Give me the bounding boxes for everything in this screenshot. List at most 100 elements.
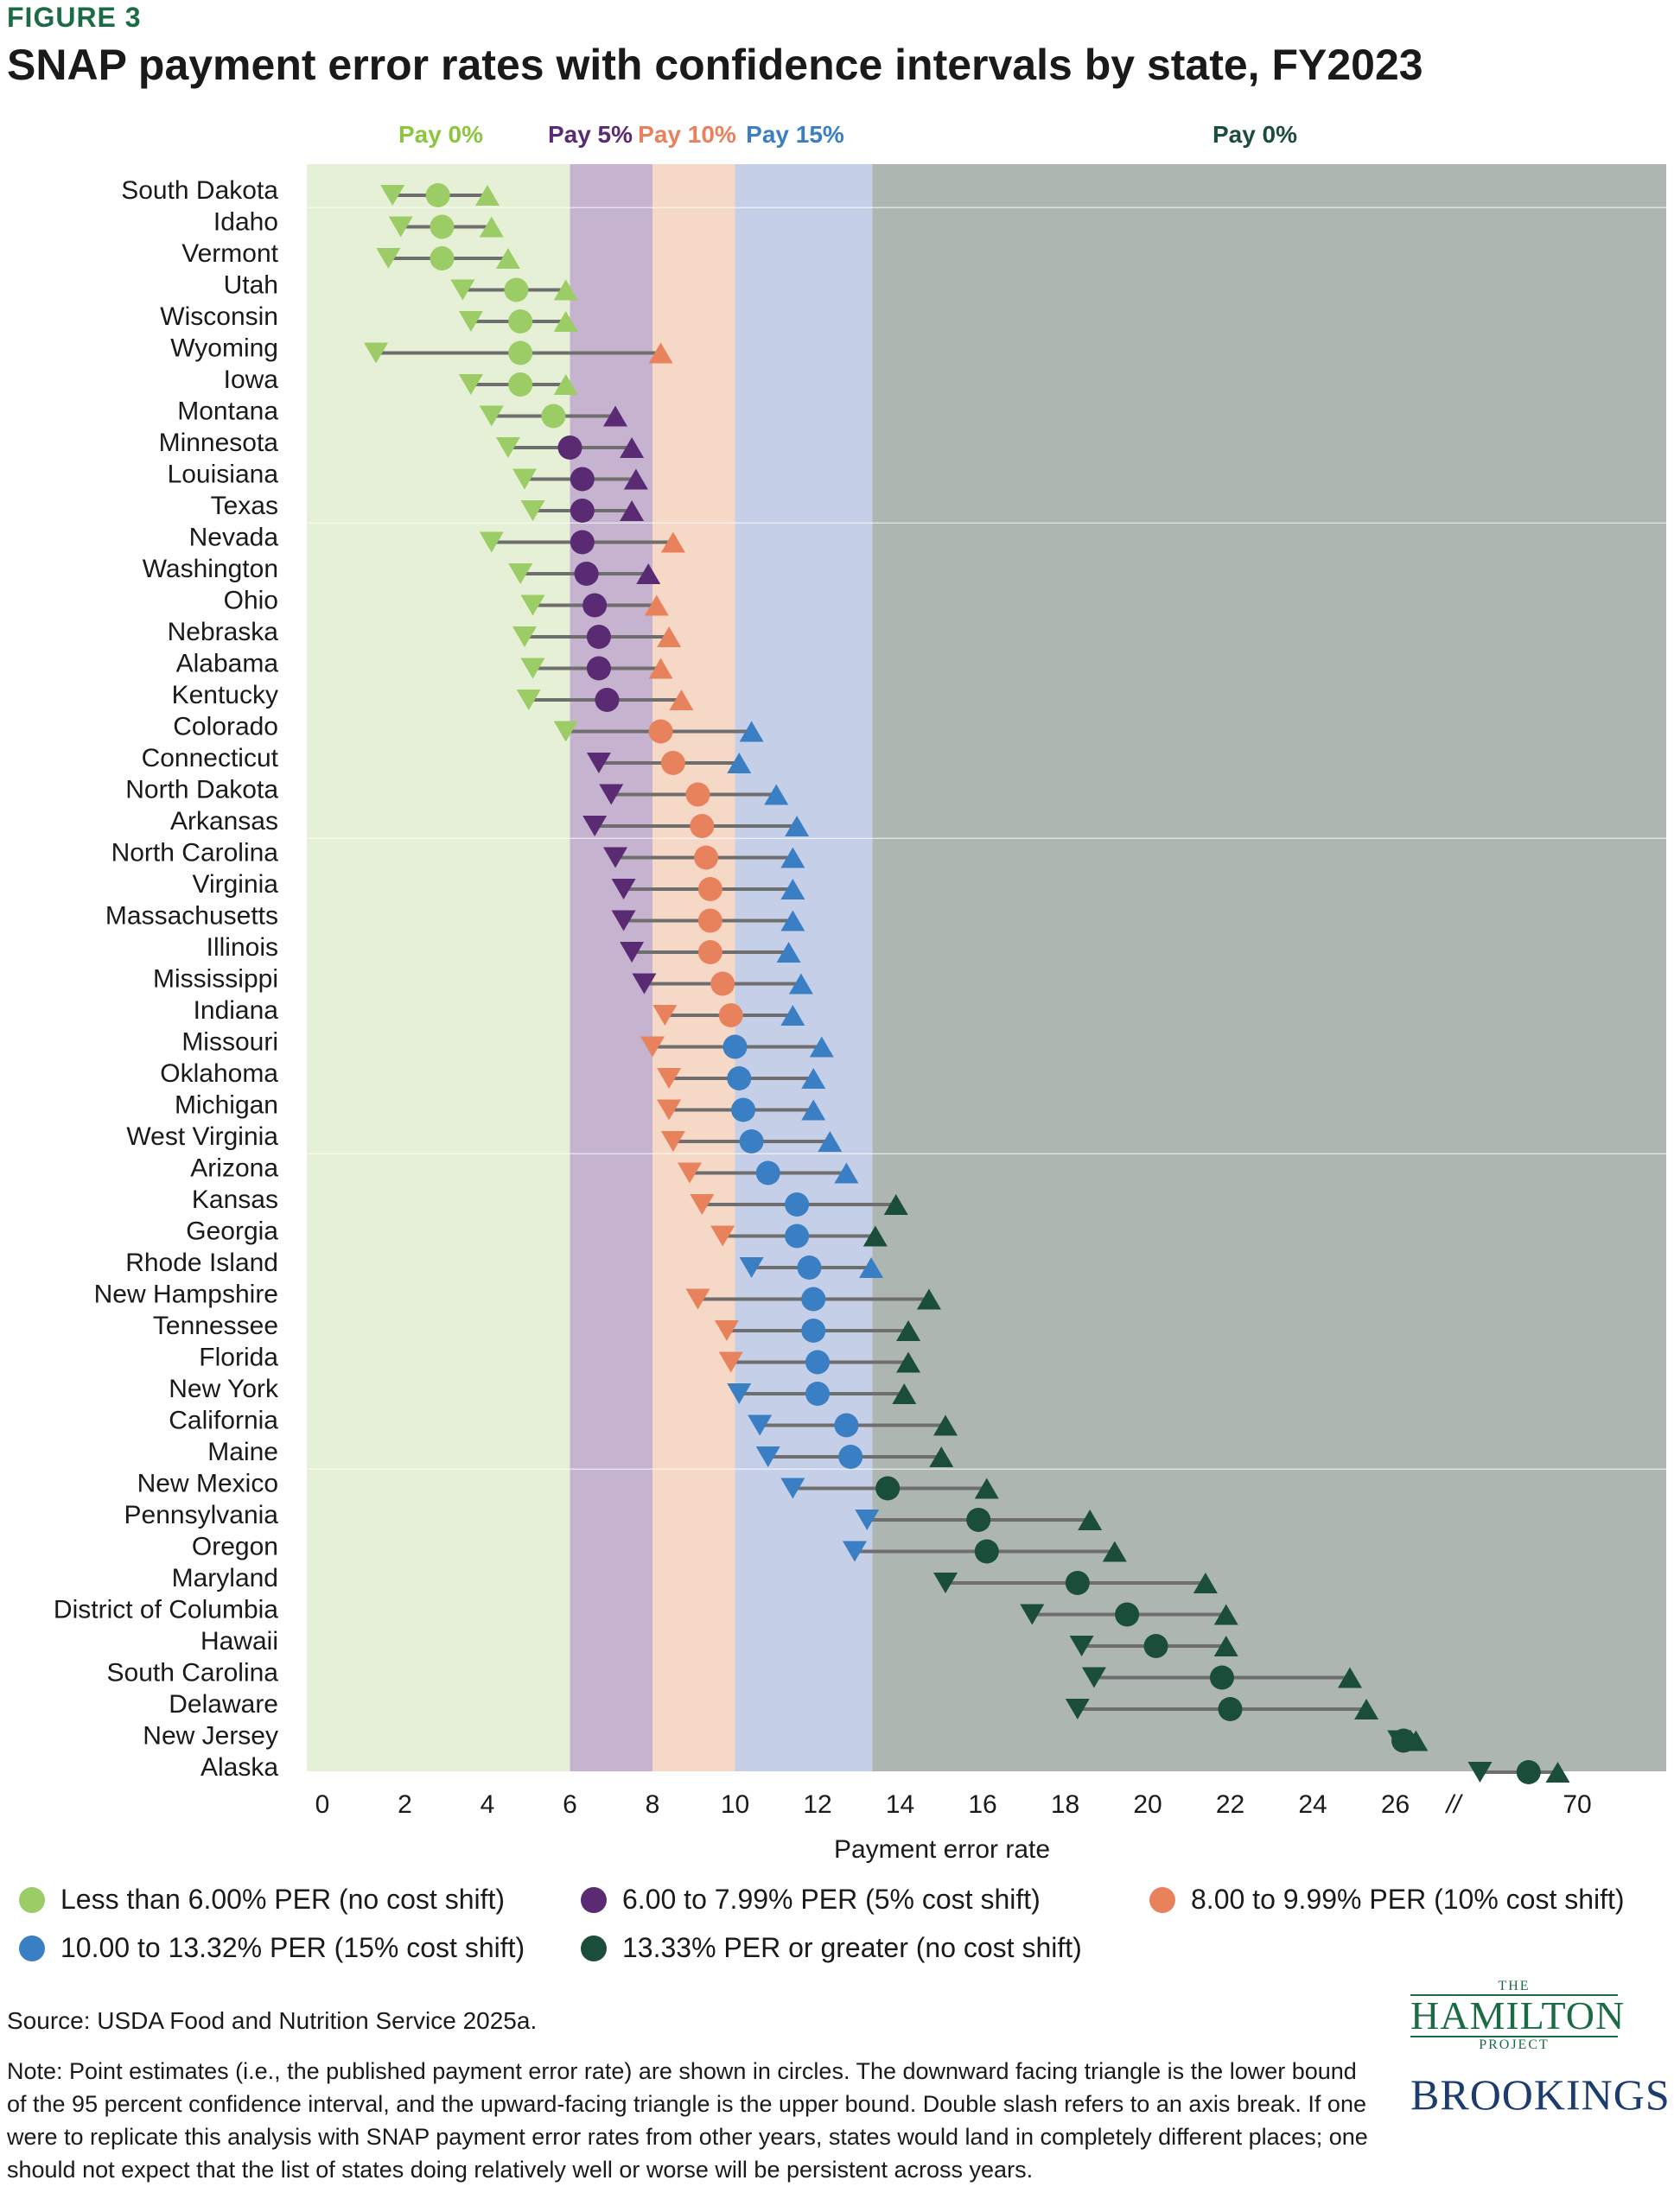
point-estimate-marker xyxy=(1143,1634,1168,1658)
point-estimate-marker xyxy=(710,971,735,996)
logo-hamilton: HAMILTON xyxy=(1410,1993,1626,2037)
state-label: Kansas xyxy=(192,1185,278,1214)
point-estimate-marker xyxy=(690,814,715,838)
band-0 xyxy=(307,164,570,1771)
point-estimate-marker xyxy=(425,183,450,207)
point-estimate-marker xyxy=(570,499,595,523)
lower-bound-marker xyxy=(933,1573,958,1593)
lower-bound-marker xyxy=(520,658,545,679)
upper-bound-marker xyxy=(636,563,661,584)
point-estimate-marker xyxy=(430,214,455,239)
x-tick-label: 22 xyxy=(1216,1790,1244,1819)
state-label: West Virginia xyxy=(126,1122,278,1151)
point-estimate-marker xyxy=(697,908,722,933)
lower-bound-marker xyxy=(714,1320,739,1341)
state-label: Connecticut xyxy=(142,744,279,772)
axis-break: // xyxy=(1445,1790,1463,1819)
upper-bound-marker xyxy=(883,1194,908,1215)
upper-bound-marker xyxy=(916,1288,941,1310)
band-label-2: Pay 10% xyxy=(638,121,736,148)
legend-swatch-fifteen xyxy=(19,1935,45,1961)
state-label: Washington xyxy=(143,555,278,583)
state-label: Maine xyxy=(207,1438,278,1466)
upper-bound-marker xyxy=(785,816,810,836)
chart-title: SNAP payment error rates with confidence… xyxy=(7,41,1423,89)
band-3 xyxy=(735,164,873,1771)
legend-item-high: 13.33% PER or greater (no cost shift) xyxy=(581,1932,1082,1964)
lower-bound-marker xyxy=(755,1446,780,1467)
upper-bound-marker xyxy=(620,437,645,458)
state-label: Arizona xyxy=(190,1154,278,1183)
legend-swatch-low xyxy=(19,1886,45,1913)
state-label: Vermont xyxy=(181,239,278,268)
lower-bound-marker xyxy=(479,531,504,553)
state-label: Hawaii xyxy=(200,1627,278,1656)
lower-bound-marker xyxy=(380,185,405,206)
lower-bound-marker xyxy=(508,563,533,584)
point-estimate-marker xyxy=(694,845,719,870)
lower-bound-marker xyxy=(479,405,504,427)
band-label-0: Pay 0% xyxy=(398,121,483,148)
legend-swatch-high xyxy=(581,1935,607,1961)
state-label: Mississippi xyxy=(153,965,278,994)
lower-bound-marker xyxy=(495,437,520,458)
lower-bound-marker xyxy=(718,1351,743,1373)
x-tick-label: 2 xyxy=(398,1790,412,1819)
state-label: Louisiana xyxy=(168,461,279,489)
logo-project: PROJECT xyxy=(1479,2037,1550,2052)
band-label-1: Pay 5% xyxy=(548,121,633,148)
band-1 xyxy=(570,164,652,1771)
x-tick-label: 70 xyxy=(1563,1790,1591,1819)
upper-bound-marker xyxy=(553,311,578,332)
lower-bound-marker xyxy=(611,879,636,899)
point-estimate-marker xyxy=(508,340,533,365)
lower-bound-marker xyxy=(1020,1604,1045,1625)
state-label: Arkansas xyxy=(170,807,278,836)
state-label: Alaska xyxy=(200,1753,278,1782)
upper-bound-marker xyxy=(620,500,645,521)
legend-item-fifteen: 10.00 to 13.32% PER (15% cost shift) xyxy=(19,1932,525,1964)
upper-bound-marker xyxy=(780,847,805,868)
legend-label-five: 6.00 to 7.99% PER (5% cost shift) xyxy=(622,1884,1041,1915)
point-estimate-marker xyxy=(875,1476,901,1501)
upper-bound-marker xyxy=(834,1162,859,1184)
lower-bound-marker xyxy=(632,973,657,995)
point-estimate-marker xyxy=(731,1097,756,1122)
point-estimate-marker xyxy=(805,1382,830,1406)
upper-bound-marker xyxy=(933,1414,958,1436)
state-label: Nebraska xyxy=(168,618,279,646)
legend-item-five: 6.00 to 7.99% PER (5% cost shift) xyxy=(581,1884,1041,1916)
lower-bound-marker xyxy=(520,594,545,616)
state-label: California xyxy=(169,1407,278,1435)
upper-bound-marker xyxy=(1337,1667,1362,1688)
point-estimate-marker xyxy=(785,1224,810,1249)
band-label-4: Pay 0% xyxy=(1213,121,1297,148)
lower-bound-marker xyxy=(1065,1699,1090,1719)
upper-bound-marker xyxy=(780,1005,805,1026)
note-text: Note: Point estimates (i.e., the publish… xyxy=(7,2058,1368,2183)
state-label: Pennsylvania xyxy=(124,1501,279,1529)
upper-bound-marker xyxy=(974,1478,999,1499)
state-label: New Jersey xyxy=(143,1722,278,1751)
lower-bound-marker xyxy=(1081,1667,1106,1688)
upper-bound-marker xyxy=(788,973,813,995)
x-tick-label: 24 xyxy=(1298,1790,1327,1819)
state-label: Florida xyxy=(199,1344,278,1372)
legend: Less than 6.00% PER (no cost shift) 6.00… xyxy=(19,1884,1661,1987)
point-estimate-marker xyxy=(508,372,533,397)
x-tick-label: 0 xyxy=(315,1790,330,1819)
point-estimate-marker xyxy=(966,1508,991,1532)
x-tick-label: 4 xyxy=(481,1790,495,1819)
state-label: District of Columbia xyxy=(54,1596,278,1624)
lower-bound-marker xyxy=(512,468,537,490)
upper-bound-marker xyxy=(739,721,764,742)
point-estimate-marker xyxy=(595,688,620,712)
upper-bound-marker xyxy=(1102,1541,1127,1562)
lower-bound-marker xyxy=(611,910,636,931)
point-estimate-marker xyxy=(1209,1665,1234,1690)
legend-label-fifteen: 10.00 to 13.32% PER (15% cost shift) xyxy=(60,1932,525,1963)
point-estimate-marker xyxy=(570,467,595,492)
point-estimate-marker xyxy=(785,1192,810,1217)
upper-bound-marker xyxy=(764,784,789,805)
point-estimate-marker xyxy=(718,1003,743,1027)
